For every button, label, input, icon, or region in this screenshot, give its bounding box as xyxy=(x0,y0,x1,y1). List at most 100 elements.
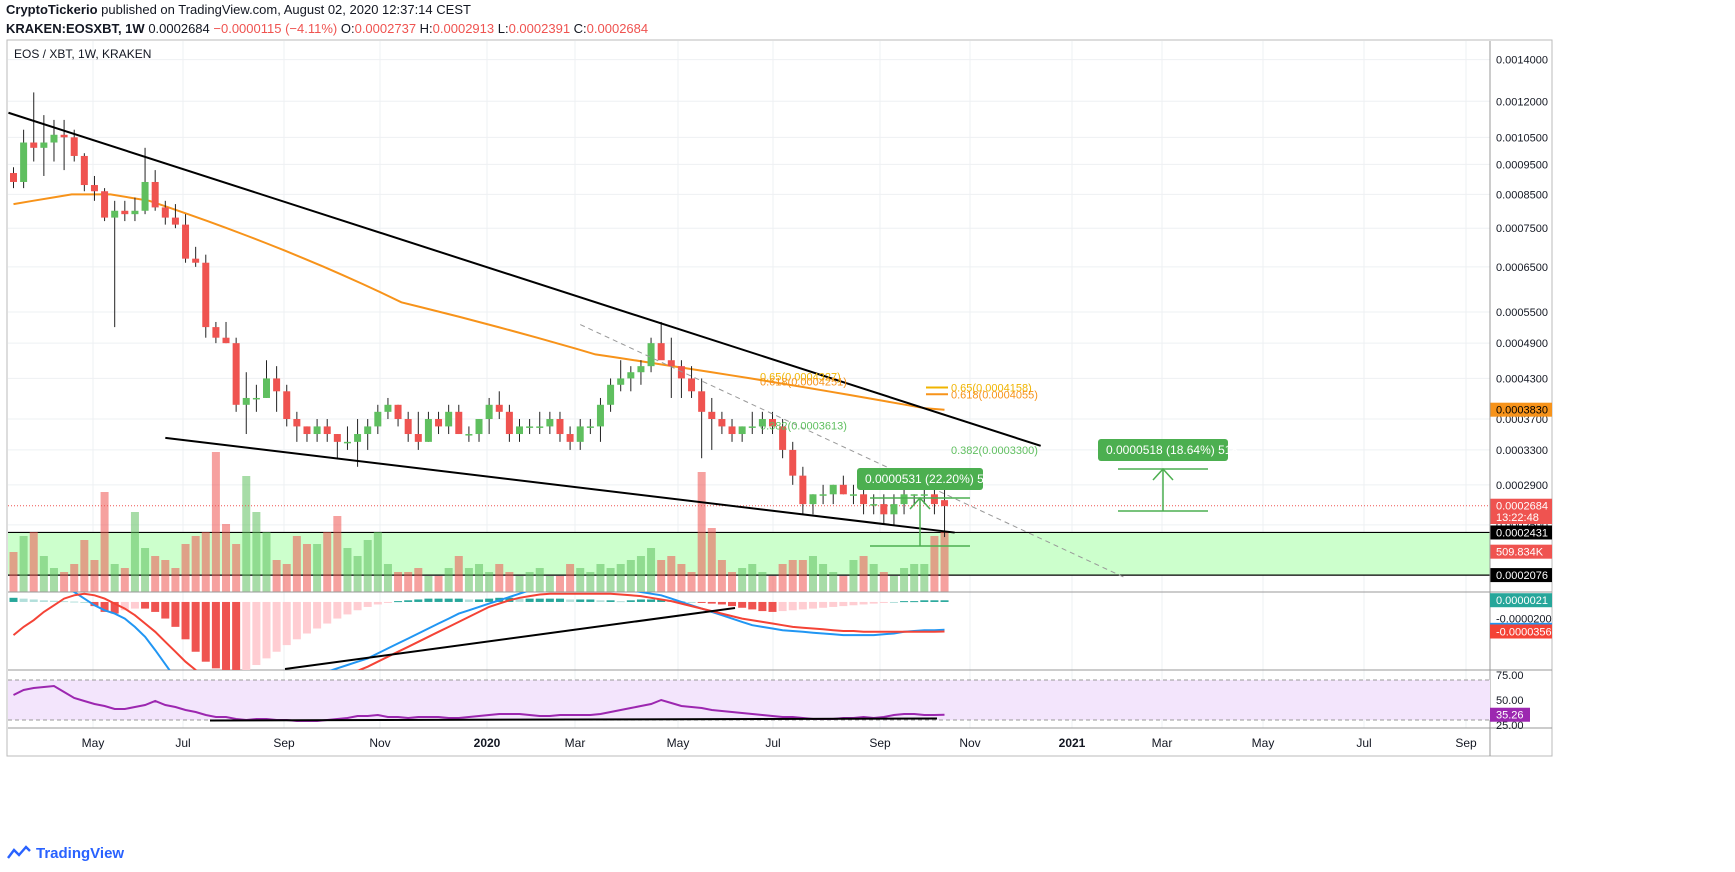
price-axis-badge-label: 509.834K xyxy=(1496,547,1544,559)
macd-histogram-bar xyxy=(404,600,413,602)
volume-bar xyxy=(778,564,787,592)
fib-level-label: 0.65(0.0004327) xyxy=(760,372,841,384)
macd-divergence-line xyxy=(284,607,736,670)
rsi-support-line xyxy=(209,717,938,722)
candle-body xyxy=(667,360,675,367)
volume-bar xyxy=(414,568,423,592)
volume-bar xyxy=(252,512,261,592)
volume-bar xyxy=(373,532,382,592)
macd-histogram-bar xyxy=(282,601,291,646)
candle-body xyxy=(131,210,139,215)
candle-body xyxy=(728,426,736,435)
price-axis-badge-label: 0.0002076 xyxy=(1496,570,1548,582)
macd-histogram-bar xyxy=(60,601,69,603)
high-label: H: xyxy=(419,21,433,36)
macd-histogram-bar xyxy=(707,601,716,604)
macd-histogram-bar xyxy=(940,600,949,602)
volume-bar xyxy=(242,476,251,592)
volume-bar xyxy=(80,540,89,592)
candle-body xyxy=(738,426,746,435)
volume-bar xyxy=(697,472,706,592)
volume-bar xyxy=(313,544,322,592)
rsi-tick-label: 50.00 xyxy=(1496,695,1524,707)
time-tick-label: Jul xyxy=(1356,736,1371,750)
candle-body xyxy=(394,404,402,420)
macd-histogram-bar xyxy=(525,598,534,602)
volume-bar xyxy=(839,576,848,592)
volume-bar xyxy=(535,568,544,592)
macd-histogram-bar xyxy=(110,601,119,614)
macd-axis-badge xyxy=(1490,624,1552,639)
volume-bar xyxy=(798,560,807,592)
volume-bar xyxy=(667,556,676,592)
candle-body xyxy=(516,426,523,435)
price-tick-label: 0.0004900 xyxy=(1496,338,1548,350)
volume-bar xyxy=(475,564,484,592)
volume-bar xyxy=(70,564,79,592)
candle-body xyxy=(880,504,888,515)
macd-histogram-bar xyxy=(464,599,473,602)
candle-body xyxy=(698,391,706,412)
time-tick-label: May xyxy=(82,736,105,750)
macd-histogram-bar xyxy=(535,598,544,602)
macd-histogram-bar xyxy=(181,601,190,640)
measure-arrow-head xyxy=(909,496,931,510)
price-tick-label: 0.0002900 xyxy=(1496,480,1548,492)
rsi-tick-label: 75.00 xyxy=(1496,670,1524,682)
volume-bar xyxy=(829,572,838,592)
candle-body xyxy=(283,391,291,420)
price-change: −0.0000115 (−4.11%) xyxy=(213,21,338,36)
candle-body xyxy=(900,494,908,505)
candle-body xyxy=(566,434,574,442)
candle-body xyxy=(870,504,878,506)
macd-histogram-bar xyxy=(748,601,757,610)
macd-histogram-bar xyxy=(900,601,909,603)
volume-bar xyxy=(29,532,38,592)
volume-bar xyxy=(262,532,271,592)
price-tick-label: 0.0012000 xyxy=(1496,96,1548,108)
volume-bar xyxy=(19,536,28,592)
time-tick-label: May xyxy=(667,736,690,750)
candle-body xyxy=(829,484,837,495)
fib-level-label: 0.382(0.0003613) xyxy=(760,420,847,432)
macd-histogram-bar xyxy=(687,601,696,603)
macd-histogram-bar xyxy=(758,601,767,612)
macd-histogram-bar xyxy=(9,597,18,602)
volume-bar xyxy=(677,564,686,592)
measure-label-box xyxy=(857,468,983,490)
volume-bar xyxy=(687,572,696,592)
macd-histogram-bar xyxy=(353,601,362,611)
volume-bar xyxy=(879,572,888,592)
volume-bar xyxy=(39,556,48,592)
candle-body xyxy=(526,426,534,428)
candle-body xyxy=(151,181,159,208)
volume-bar xyxy=(394,572,403,592)
candle-body xyxy=(809,494,817,505)
candle-body xyxy=(475,419,483,435)
macd-histogram-bar xyxy=(29,599,38,602)
candle-body xyxy=(849,494,857,496)
volume-bar xyxy=(889,576,898,592)
macd-histogram-bar xyxy=(879,601,888,603)
volume-bar xyxy=(323,532,332,592)
volume-bar xyxy=(424,576,433,592)
candle-body xyxy=(890,504,898,515)
time-tick-label: 2021 xyxy=(1059,736,1086,750)
macd-histogram-bar xyxy=(70,601,79,603)
measure-label: 0.0000518 (18.64%) 518 xyxy=(1106,443,1238,457)
macd-histogram-bar xyxy=(302,601,311,634)
volume-bar xyxy=(495,564,504,592)
candle-body xyxy=(495,404,503,412)
macd-histogram-bar xyxy=(272,601,281,652)
publish-info: CryptoTickerio published on TradingView.… xyxy=(6,2,471,18)
time-tick-label: Jul xyxy=(765,736,780,750)
volume-bar xyxy=(464,568,473,592)
rsi-axis-badge xyxy=(1490,707,1530,722)
candle-body xyxy=(920,494,928,496)
volume-bar xyxy=(576,568,585,592)
candle-body xyxy=(779,426,787,450)
time-tick-label: May xyxy=(1252,736,1275,750)
price-axis-badge xyxy=(1490,510,1552,525)
macd-histogram-bar xyxy=(454,598,463,602)
